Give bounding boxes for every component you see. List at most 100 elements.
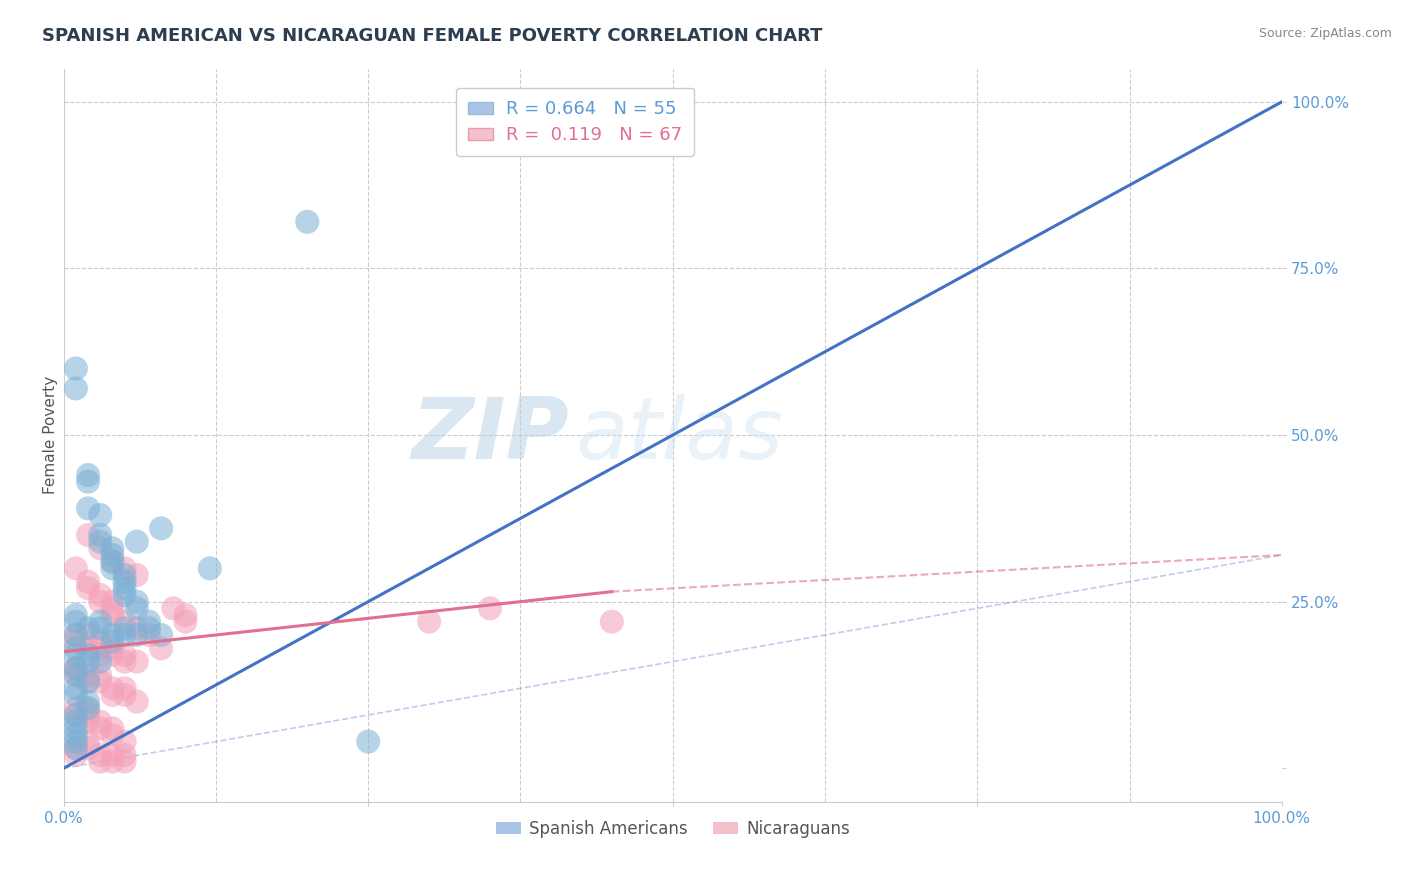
Point	[114, 747, 136, 762]
Point	[77, 668, 100, 682]
Point	[89, 588, 111, 602]
Point	[101, 747, 124, 762]
Point	[65, 741, 87, 756]
Point	[150, 628, 173, 642]
Point	[89, 655, 111, 669]
Point	[89, 541, 111, 556]
Point	[77, 621, 100, 635]
Point	[65, 661, 87, 675]
Point	[101, 721, 124, 735]
Point	[65, 661, 87, 675]
Point	[418, 615, 440, 629]
Point	[357, 734, 380, 748]
Point	[65, 607, 87, 622]
Point	[114, 628, 136, 642]
Point	[125, 534, 148, 549]
Point	[125, 655, 148, 669]
Point	[125, 628, 148, 642]
Point	[89, 621, 111, 635]
Point	[77, 641, 100, 656]
Point	[77, 501, 100, 516]
Point	[162, 601, 184, 615]
Point	[65, 668, 87, 682]
Point	[77, 701, 100, 715]
Point	[125, 568, 148, 582]
Point	[65, 708, 87, 723]
Point	[101, 541, 124, 556]
Point	[114, 688, 136, 702]
Point	[101, 555, 124, 569]
Point	[125, 621, 148, 635]
Point	[65, 681, 87, 696]
Point	[65, 634, 87, 648]
Point	[77, 475, 100, 489]
Point	[77, 674, 100, 689]
Point	[89, 648, 111, 662]
Point	[77, 695, 100, 709]
Point	[114, 588, 136, 602]
Legend: Spanish Americans, Nicaraguans: Spanish Americans, Nicaraguans	[489, 814, 856, 845]
Point	[101, 688, 124, 702]
Point	[65, 747, 87, 762]
Point	[89, 747, 111, 762]
Point	[77, 655, 100, 669]
Point	[77, 574, 100, 589]
Point	[125, 695, 148, 709]
Point	[101, 641, 124, 656]
Point	[65, 701, 87, 715]
Point	[125, 601, 148, 615]
Point	[114, 734, 136, 748]
Point	[114, 615, 136, 629]
Point	[77, 628, 100, 642]
Point	[65, 641, 87, 656]
Point	[77, 714, 100, 729]
Point	[89, 508, 111, 522]
Text: SPANISH AMERICAN VS NICARAGUAN FEMALE POVERTY CORRELATION CHART: SPANISH AMERICAN VS NICARAGUAN FEMALE PO…	[42, 27, 823, 45]
Point	[138, 615, 160, 629]
Point	[77, 734, 100, 748]
Text: atlas: atlas	[575, 393, 783, 476]
Point	[65, 734, 87, 748]
Point	[89, 594, 111, 608]
Point	[65, 381, 87, 395]
Y-axis label: Female Poverty: Female Poverty	[44, 376, 58, 494]
Point	[89, 721, 111, 735]
Point	[101, 634, 124, 648]
Point	[65, 728, 87, 742]
Point	[65, 661, 87, 675]
Point	[89, 668, 111, 682]
Point	[65, 741, 87, 756]
Point	[125, 594, 148, 608]
Point	[101, 681, 124, 696]
Point	[65, 721, 87, 735]
Point	[65, 628, 87, 642]
Point	[89, 534, 111, 549]
Point	[101, 555, 124, 569]
Point	[114, 648, 136, 662]
Point	[65, 668, 87, 682]
Point	[101, 755, 124, 769]
Point	[65, 628, 87, 642]
Point	[114, 574, 136, 589]
Point	[77, 468, 100, 483]
Point	[101, 607, 124, 622]
Point	[114, 755, 136, 769]
Text: Source: ZipAtlas.com: Source: ZipAtlas.com	[1258, 27, 1392, 40]
Point	[77, 582, 100, 596]
Point	[89, 755, 111, 769]
Point	[150, 641, 173, 656]
Point	[77, 528, 100, 542]
Point	[101, 728, 124, 742]
Point	[114, 655, 136, 669]
Point	[174, 615, 197, 629]
Point	[77, 708, 100, 723]
Point	[101, 594, 124, 608]
Point	[138, 628, 160, 642]
Point	[77, 741, 100, 756]
Point	[65, 361, 87, 376]
Point	[600, 615, 623, 629]
Point	[150, 521, 173, 535]
Point	[77, 674, 100, 689]
Point	[89, 641, 111, 656]
Point	[65, 714, 87, 729]
